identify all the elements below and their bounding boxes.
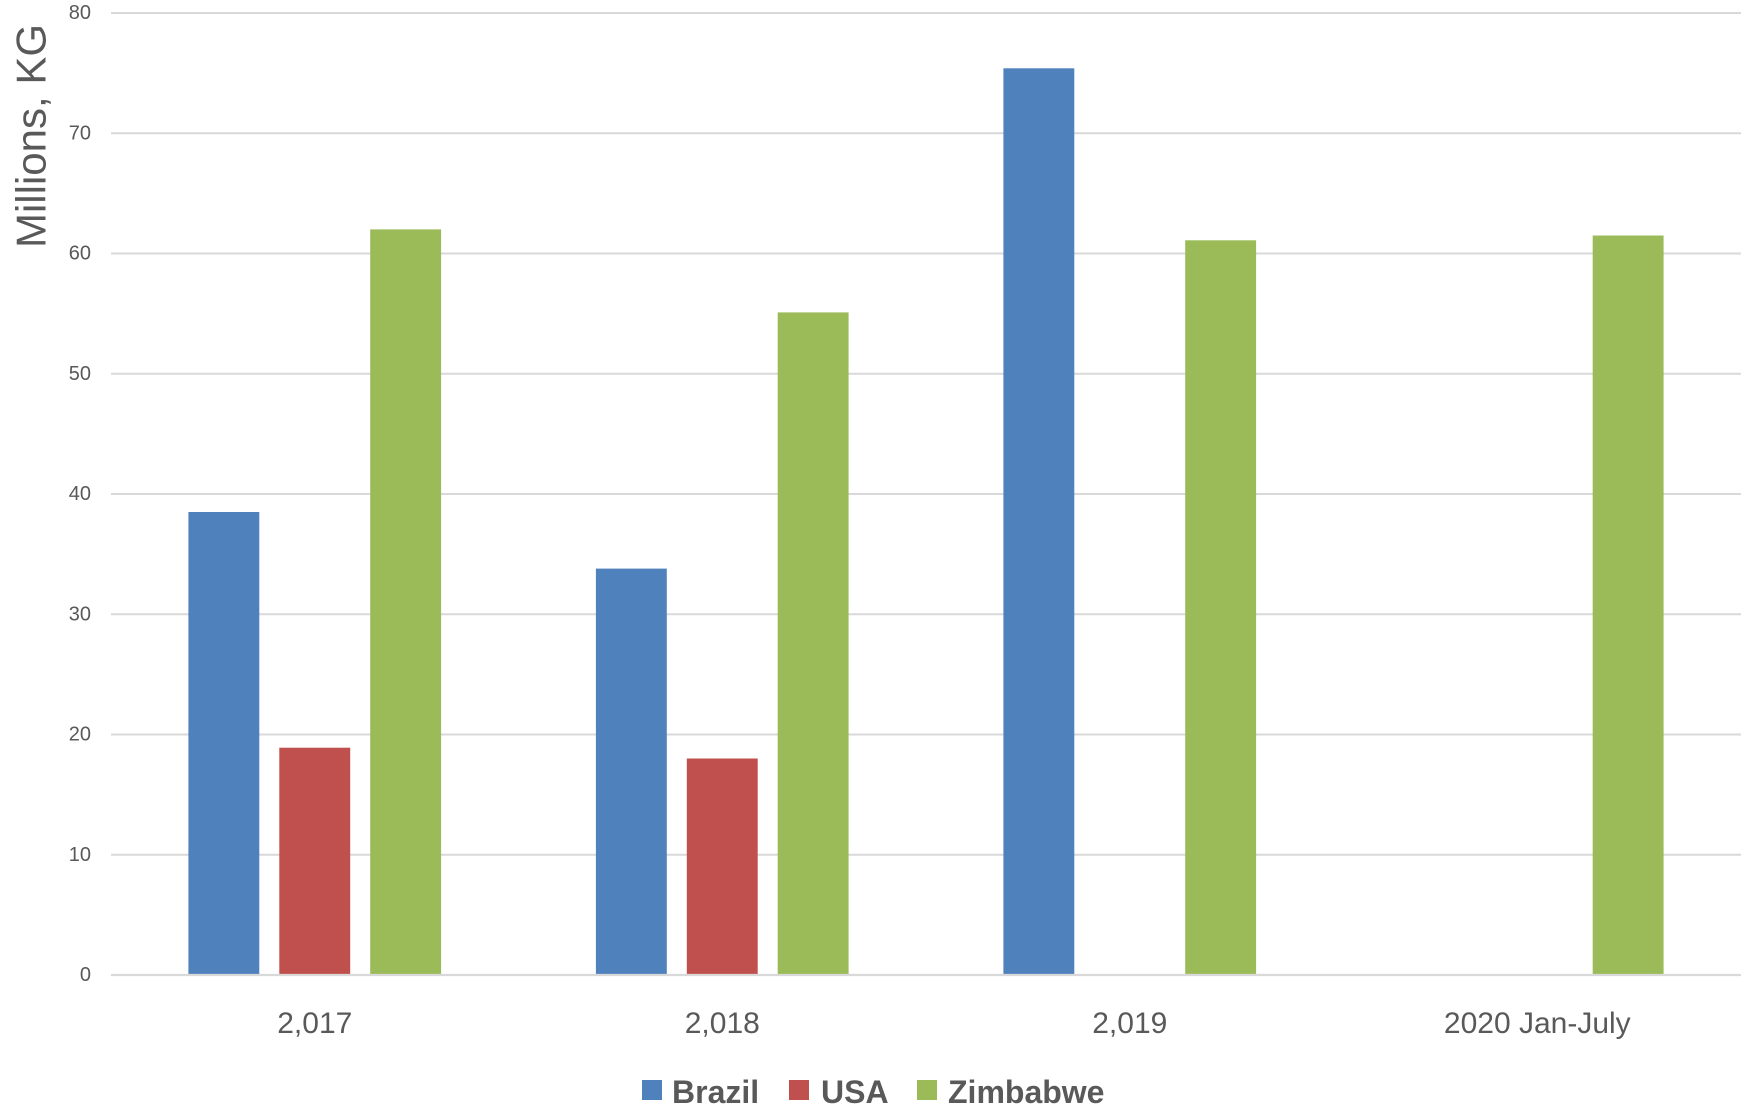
bar-brazil-2017 [188, 512, 260, 975]
y-tick-label-20: 20 [69, 724, 91, 746]
y-tick-label-30: 30 [69, 603, 91, 625]
x-tick-label-2019: 2,019 [1092, 1007, 1167, 1040]
legend-swatch-usa [789, 1080, 809, 1100]
y-tick-label-10: 10 [69, 844, 91, 866]
bar-zimbabwe-2019 [1185, 240, 1257, 976]
legend-label-zimbabwe: Zimbabwe [948, 1074, 1104, 1110]
x-tick-label-2018: 2,018 [685, 1007, 760, 1040]
bar-brazil-2019 [1003, 68, 1075, 976]
y-axis-title: Millions, KG [8, 24, 55, 248]
y-tick-label-60: 60 [69, 243, 91, 265]
legend-label-brazil: Brazil [672, 1074, 759, 1110]
gridlines [111, 12, 1741, 856]
y-tick-label-50: 50 [69, 363, 91, 385]
bar-zimbabwe-2017 [370, 229, 442, 975]
legend-item-usa: USA [789, 1074, 889, 1110]
y-tick-label-0: 0 [80, 964, 91, 986]
bar-usa-2018 [686, 758, 758, 975]
legend-item-brazil: Brazil [642, 1074, 759, 1110]
legend-swatch-brazil [642, 1080, 662, 1100]
legend-item-zimbabwe: Zimbabwe [917, 1074, 1104, 1110]
bar-brazil-2018 [595, 568, 667, 975]
bar-zimbabwe-2018 [777, 312, 849, 975]
x-tick-label-2020-jan-july: 2020 Jan-July [1444, 1007, 1631, 1040]
y-tick-label-70: 70 [69, 122, 91, 144]
bar-usa-2017 [279, 747, 351, 975]
x-tick-label-2017: 2,017 [277, 1007, 352, 1040]
y-axis-tick-labels: 0 10 20 30 40 50 60 70 80 [69, 2, 91, 986]
bar-zimbabwe-2020-jan-july [1592, 235, 1664, 975]
legend-label-usa: USA [821, 1074, 889, 1110]
y-tick-label-40: 40 [69, 483, 91, 505]
x-axis-tick-labels: 2,017 2,018 2,019 2020 Jan-July [277, 1007, 1630, 1040]
legend-swatch-zimbabwe [917, 1080, 937, 1100]
legend: Brazil USA Zimbabwe [642, 1074, 1104, 1110]
y-tick-label-80: 80 [69, 2, 91, 24]
bars [188, 68, 1664, 976]
